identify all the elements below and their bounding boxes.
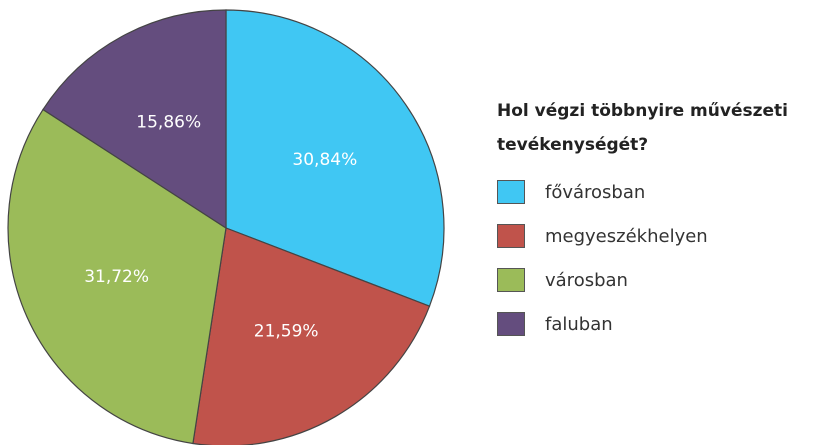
legend-swatch bbox=[497, 268, 525, 292]
slice bbox=[42, 9, 227, 230]
legend-swatch bbox=[497, 180, 525, 204]
slice-label: 30,84% bbox=[292, 150, 357, 170]
legend-item: városban bbox=[497, 258, 827, 302]
legend-label: városban bbox=[545, 269, 628, 291]
slice bbox=[192, 227, 431, 445]
slice-label: 15,86% bbox=[136, 113, 201, 133]
legend-item: fővárosban bbox=[497, 170, 827, 214]
legend-title: Hol végzi többnyire művészeti tevékenysé… bbox=[497, 101, 788, 155]
legend-swatch bbox=[497, 224, 525, 248]
legend-item: faluban bbox=[497, 302, 827, 346]
legend-label: megyeszékhelyen bbox=[545, 225, 708, 247]
legend: Hol végzi többnyire művészeti tevékenysé… bbox=[497, 94, 827, 346]
legend-label: faluban bbox=[545, 313, 613, 335]
slice bbox=[225, 9, 445, 307]
slice-label: 31,72% bbox=[84, 267, 149, 287]
legend-label: fővárosban bbox=[545, 181, 646, 203]
slice-label: 21,59% bbox=[254, 322, 319, 342]
legend-item: megyeszékhelyen bbox=[497, 214, 827, 258]
pie: 30,84% 21,59% 31,72% 15,86% bbox=[7, 9, 445, 445]
legend-swatch bbox=[497, 312, 525, 336]
